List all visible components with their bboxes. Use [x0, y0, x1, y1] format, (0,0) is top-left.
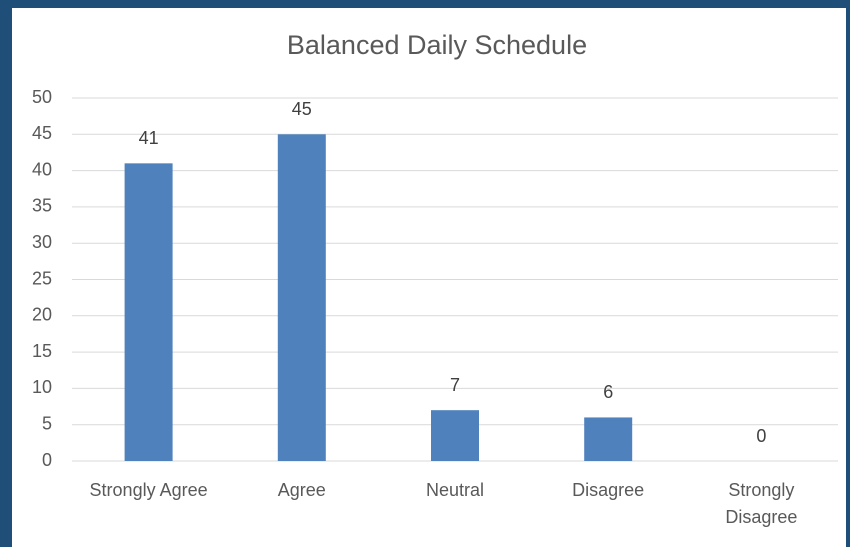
y-tick-label: 20 [32, 305, 52, 325]
data-label: 7 [450, 375, 460, 395]
y-tick-label: 30 [32, 232, 52, 252]
bar [277, 134, 326, 462]
y-tick-label: 0 [42, 450, 52, 470]
y-tick-label: 50 [32, 87, 52, 107]
x-tick-label: Disagree [572, 480, 645, 500]
x-tick-label: Neutral [425, 480, 485, 500]
y-tick-label: 25 [32, 268, 52, 288]
y-tick-label: 10 [32, 377, 52, 397]
chart-title: Balanced Daily Schedule [287, 30, 587, 60]
x-tick-label: Strongly Agree [89, 480, 208, 500]
y-tick-label: 45 [32, 123, 52, 143]
bar [431, 410, 479, 461]
x-tick-label: Strongly Disagree [725, 480, 798, 527]
data-label: 41 [139, 128, 159, 148]
data-label: 6 [603, 382, 613, 402]
y-tick-label: 35 [32, 196, 52, 216]
bar [124, 163, 173, 461]
bar [584, 417, 633, 461]
data-label: 45 [292, 99, 312, 119]
data-label: 0 [756, 426, 766, 446]
y-tick-label: 40 [32, 159, 52, 179]
y-tick-label: 15 [32, 341, 52, 361]
y-tick-label: 5 [42, 413, 52, 433]
x-tick-label: Agree [277, 480, 326, 500]
